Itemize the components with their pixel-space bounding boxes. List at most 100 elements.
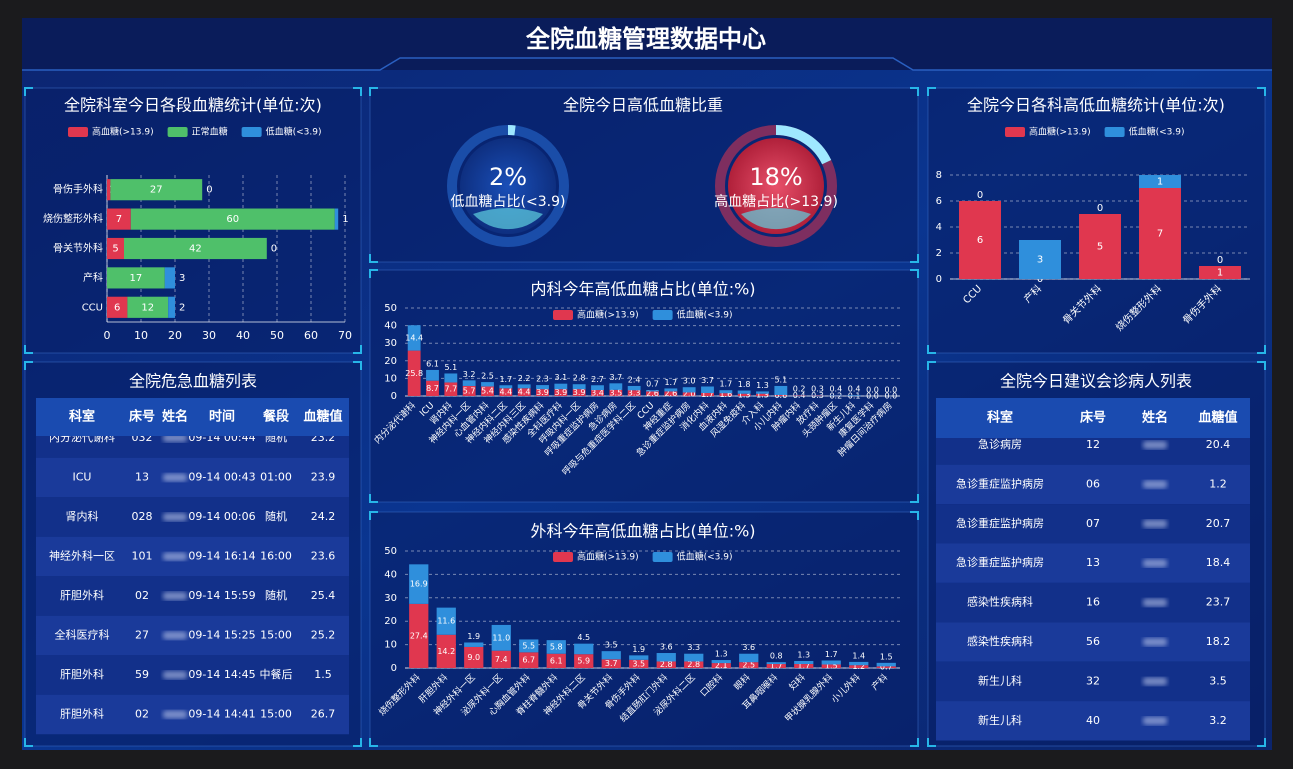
value-label: 1.7: [770, 662, 783, 671]
table-cell: 101: [132, 550, 153, 563]
table-cell: 09-14 00:44: [188, 431, 255, 444]
panel-corner: [1257, 361, 1266, 370]
bar-segment: [959, 201, 1001, 279]
bar-segment: [719, 393, 733, 396]
table-cell: 06: [1086, 477, 1100, 490]
table-body: 急诊病房 12 20.4 急诊重症监护病房 06 1.2 急诊重症监护病房 07 20.7 急诊重…: [936, 438, 1250, 741]
value-label: 0: [1037, 274, 1043, 285]
value-label: 25.8: [405, 369, 423, 378]
value-label: 1.3: [756, 381, 769, 390]
bar-segment: [829, 394, 843, 396]
gauge-ball: [728, 138, 824, 234]
table-cell: 23.9: [311, 471, 336, 484]
legend-label: 低血糖(<3.9): [266, 126, 322, 138]
table-title: 全院危急血糖列表: [129, 372, 257, 391]
y-tick-label: 0: [391, 391, 397, 402]
table-cell: 16: [1086, 596, 1100, 609]
bar-segment: [701, 386, 714, 394]
bar-segment: [481, 382, 494, 387]
gauge-ball: [460, 138, 556, 234]
value-label: 2.1: [715, 661, 728, 670]
value-label: 9.0: [467, 653, 480, 662]
x-tick-label: 20: [168, 329, 182, 342]
panel-corner: [353, 738, 362, 747]
bar-segment: [656, 653, 676, 662]
blurred-name: [1143, 677, 1167, 686]
bar-segment: [426, 369, 439, 381]
value-label: 6: [114, 302, 120, 313]
table-row: [36, 497, 349, 537]
bar-segment: [546, 653, 566, 668]
table-cell: 急诊重症监护病房: [956, 476, 1044, 490]
panel-corner: [927, 345, 936, 354]
table-cell: 感染性疾病科: [967, 634, 1033, 648]
y-tick-label: 6: [936, 196, 942, 207]
content: 全院科室今日各段血糖统计(单位:次)010203040506070骨伤手外科12…: [24, 87, 1266, 747]
bar-segment: [436, 634, 456, 668]
table-row: [936, 464, 1250, 505]
bar-segment: [517, 388, 531, 396]
bar-segment: [481, 386, 494, 396]
table-cell: 26.7: [311, 708, 336, 721]
bar-segment: [491, 650, 511, 668]
value-label: 0.4: [829, 384, 842, 393]
panel-corner: [353, 345, 362, 354]
table-cell: 急诊重症监护病房: [956, 516, 1044, 530]
value-label: 2.5: [481, 372, 494, 381]
panel-corner: [1257, 87, 1266, 96]
bar-segment: [107, 208, 131, 230]
blurred-name: [163, 671, 187, 679]
value-label: 3.7: [605, 659, 618, 668]
table-cell: 随机: [265, 509, 287, 523]
table-cell: 09-14 00:06: [188, 510, 255, 523]
bar-segment: [756, 391, 769, 394]
y-tick-label: 50: [384, 546, 397, 557]
header-bar: [22, 18, 1272, 70]
table-row: [36, 576, 349, 616]
bar-segment: [409, 603, 429, 668]
bar-segment: [766, 662, 786, 665]
table-cell: 新生儿科: [978, 673, 1022, 687]
value-label: 5.4: [481, 387, 494, 396]
value-label: 0.2: [793, 384, 806, 393]
value-label: 0: [1097, 203, 1103, 214]
bar-segment: [444, 382, 458, 396]
value-label: 2: [179, 302, 185, 313]
bar-segment: [711, 660, 731, 664]
table-row: [36, 694, 349, 735]
gauge-wave: [473, 208, 543, 230]
x-tick-label: 30: [202, 329, 216, 342]
value-label: 11.0: [492, 633, 510, 642]
value-label: 2.7: [591, 375, 604, 384]
panel-corner: [910, 494, 919, 503]
table-cell: 全科医疗科: [55, 628, 110, 642]
value-label: 0.0: [866, 392, 879, 401]
panel-corner: [24, 87, 33, 96]
table-header: 科室: [69, 409, 95, 425]
table-cell: 028: [132, 510, 153, 523]
value-label: 0.1: [848, 391, 861, 400]
table-cell: 13: [1086, 556, 1100, 569]
value-label: 27: [150, 185, 163, 196]
table-cell: 01:00: [260, 471, 292, 484]
value-label: 8.7: [426, 384, 439, 393]
panel-corner: [353, 87, 362, 96]
x-tick-label: 60: [304, 329, 318, 342]
panel-corner: [369, 494, 378, 503]
bar-segment: [737, 390, 751, 394]
bar-segment: [849, 665, 869, 668]
chart-title: 全院今日高低血糖比重: [563, 96, 723, 115]
bar-segment: [554, 389, 568, 396]
legend-label: 低血糖(<3.9): [677, 551, 733, 563]
value-label: 3: [1037, 255, 1043, 266]
value-label: 3: [179, 273, 185, 284]
value-label: 5: [112, 244, 118, 255]
chart-title: 内科今年高低血糖占比(单位:%): [530, 280, 755, 299]
bar-segment: [646, 390, 659, 392]
panel-corner: [24, 361, 33, 370]
blurred-name: [163, 513, 187, 521]
bar-segment: [572, 389, 586, 396]
legend-label: 高血糖(>13.9): [1029, 126, 1091, 138]
table-cell: 09-14 14:45: [188, 668, 255, 681]
value-label: 6.7: [522, 656, 535, 665]
